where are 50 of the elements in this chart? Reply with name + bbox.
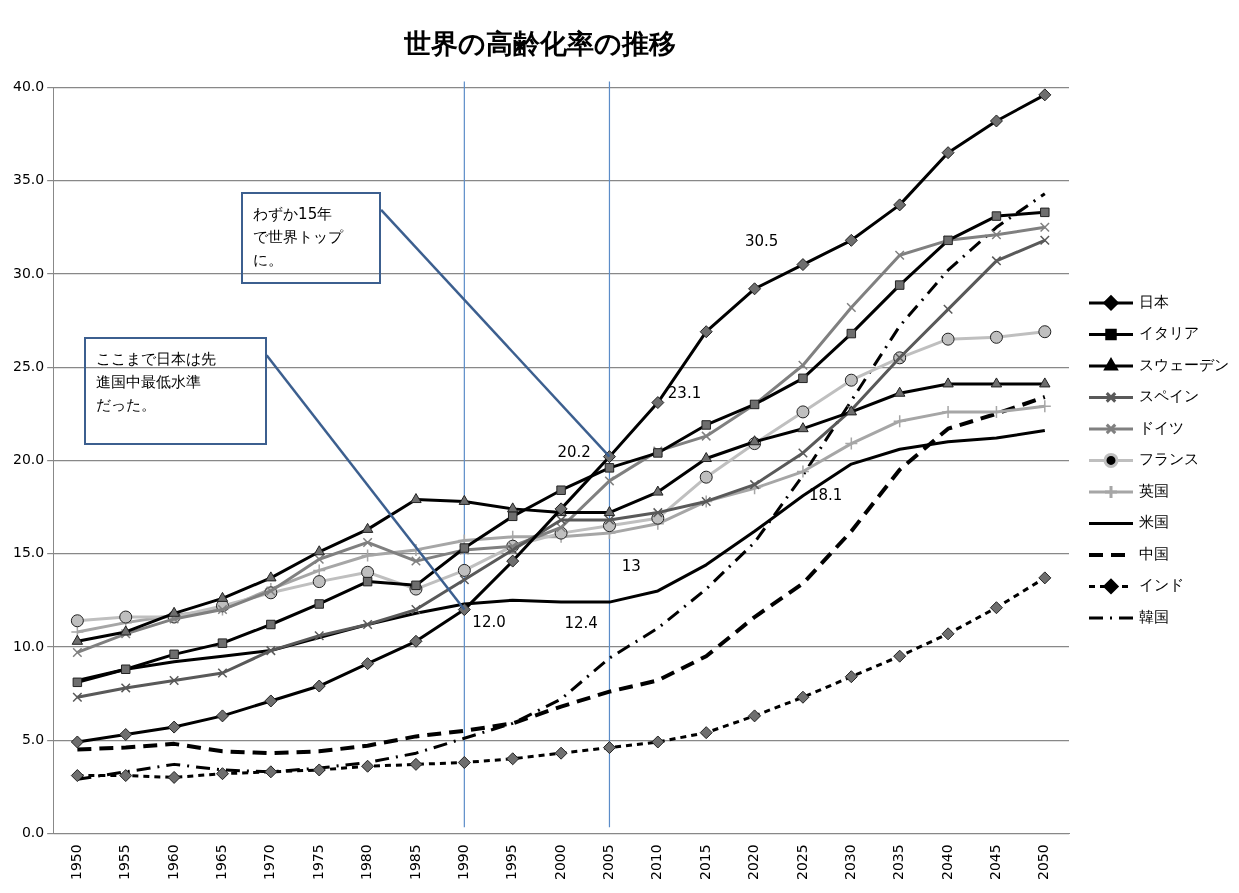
y-tick-label: 40.0: [13, 78, 45, 95]
x-tick-label: 1960: [164, 844, 181, 881]
legend-label: スペイン: [1139, 387, 1199, 406]
x-tick-label: 1995: [503, 844, 520, 881]
y-tick-label: 25.0: [13, 357, 45, 374]
data-label: 12.4: [564, 614, 598, 633]
x-tick-label: 1980: [358, 844, 375, 881]
x-tick-label: 1975: [309, 844, 326, 881]
y-tick-label: 10.0: [13, 637, 45, 654]
y-tick-label: 30.0: [13, 264, 45, 281]
legend-label: 英国: [1139, 481, 1169, 500]
x-tick-label: 2015: [696, 844, 713, 881]
x-tick-label: 2025: [793, 844, 810, 881]
data-label: 30.5: [744, 232, 779, 251]
x-tick-label: 2000: [551, 844, 568, 881]
data-label: 13: [621, 556, 641, 575]
chart-title: 世界の高齢化率の推移: [402, 28, 676, 60]
x-tick-label: 2050: [1035, 844, 1052, 881]
legend-label: スウェーデン: [1139, 355, 1229, 374]
x-tick-label: 1970: [261, 844, 278, 881]
x-tick-label: 2040: [938, 844, 955, 881]
legend-label: 米国: [1139, 513, 1169, 532]
x-tick-label: 2035: [890, 844, 907, 881]
legend-label: フランス: [1139, 450, 1199, 469]
x-tick-label: 1955: [116, 844, 133, 881]
data-label: 12.0: [472, 613, 506, 632]
legend-label: 中国: [1139, 544, 1169, 563]
y-tick-label: 0.0: [21, 824, 45, 841]
x-tick-label: 2005: [600, 844, 617, 881]
x-tick-label: 1985: [406, 844, 423, 881]
x-tick-label: 2045: [987, 844, 1004, 881]
annotation: ここまで日本は先進国中最低水準だった。: [95, 349, 217, 417]
y-tick-label: 20.0: [13, 451, 45, 468]
data-label: 20.2: [557, 442, 591, 461]
x-tick-label: 1965: [213, 844, 230, 881]
legend-label: イタリア: [1139, 324, 1199, 343]
legend-label: 日本: [1139, 292, 1169, 311]
y-tick-label: 15.0: [13, 544, 45, 561]
y-tick-label: 35.0: [13, 171, 45, 188]
x-tick-label: 1990: [454, 844, 471, 881]
x-tick-label: 2020: [745, 844, 762, 881]
x-tick-label: 2010: [648, 844, 665, 881]
annotation: わずか15年で世界トップに。: [253, 203, 345, 271]
x-tick-label: 2030: [841, 844, 858, 881]
y-tick-label: 5.0: [21, 730, 45, 747]
legend-label: ドイツ: [1139, 418, 1184, 437]
x-tick-label: 1950: [68, 844, 84, 881]
legend-label: インド: [1139, 576, 1184, 595]
data-label: 23.1: [667, 384, 702, 403]
legend-label: 韓国: [1139, 607, 1169, 626]
